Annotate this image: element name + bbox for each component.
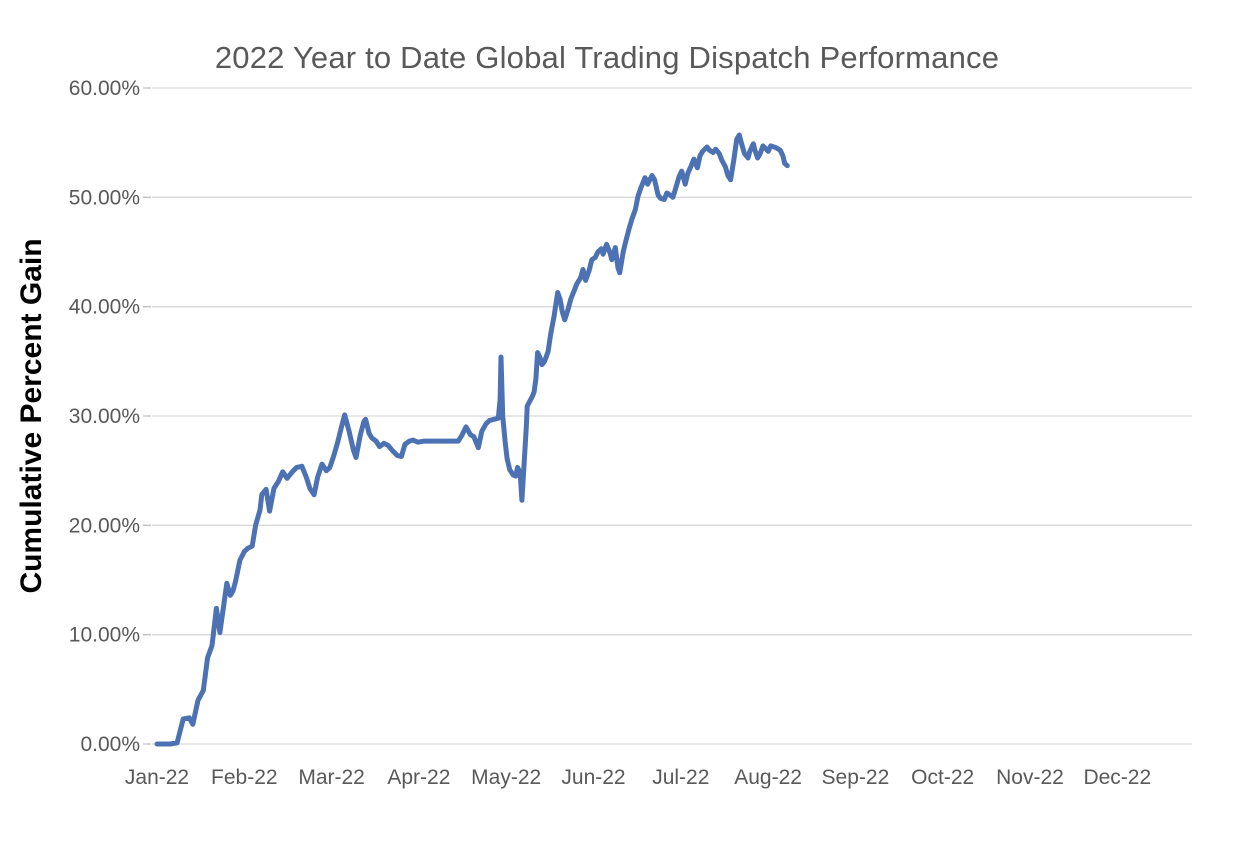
x-axis-tick-label: Oct-22 (911, 766, 974, 789)
x-axis-tick-label: Jun-22 (561, 766, 625, 789)
y-axis-tick-label: 30.00% (69, 405, 140, 428)
x-axis-tick-label: Jul-22 (652, 766, 709, 789)
x-axis-tick-label: Mar-22 (298, 766, 365, 789)
x-axis-tick-label: May-22 (471, 766, 541, 789)
performance-line (154, 132, 790, 747)
x-axis-tick-label: Apr-22 (387, 766, 450, 789)
y-axis-tick-label: 20.00% (69, 514, 140, 537)
chart-title: 2022 Year to Date Global Trading Dispatc… (214, 40, 1000, 75)
y-axis-tick-label: 0.00% (80, 733, 140, 756)
x-axis-tick-label: Dec-22 (1083, 766, 1151, 789)
y-axis-tick-label: 60.00% (69, 77, 140, 100)
x-axis-tick-label: Sep-22 (822, 766, 890, 789)
x-axis-tick-label: Nov-22 (996, 766, 1064, 789)
y-axis-tick-label: 10.00% (69, 624, 140, 647)
y-axis-tick-label: 50.00% (69, 186, 140, 209)
x-axis-tick-label: Feb-22 (211, 766, 278, 789)
y-axis-tick-label: 40.00% (69, 296, 140, 319)
x-axis-tick-label: Aug-22 (734, 766, 802, 789)
x-axis-tick-label: Jan-22 (125, 766, 189, 789)
